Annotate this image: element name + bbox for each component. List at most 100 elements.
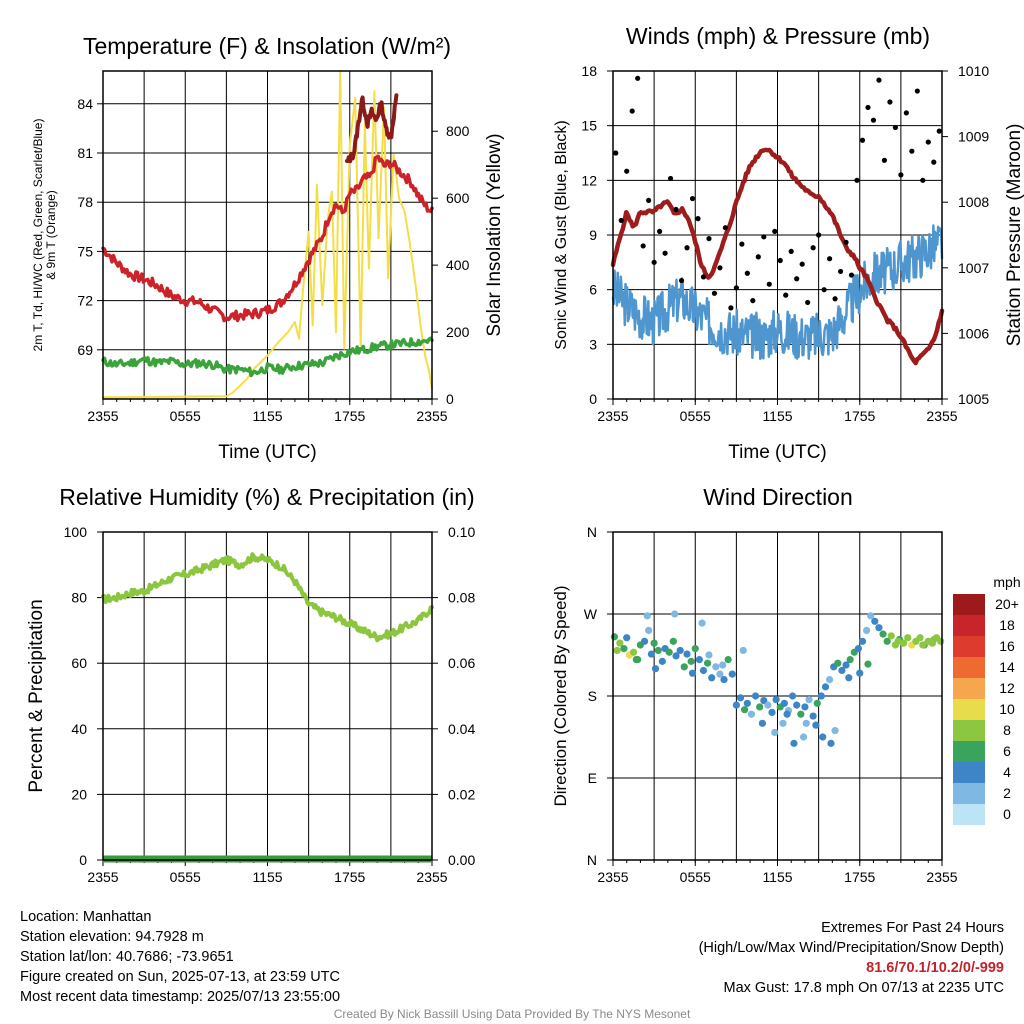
gust-point (651, 259, 657, 265)
direction-point (831, 727, 839, 735)
winds-ytick-label: 0 (589, 391, 597, 407)
direction-point (864, 660, 872, 668)
gust-point (821, 287, 827, 293)
gust-point (788, 248, 794, 254)
rh-ytick-label: 0 (79, 852, 87, 868)
winds-y2tick-label: 1009 (958, 129, 989, 145)
gust-point (662, 250, 668, 256)
legend-label: 6 (1003, 743, 1011, 759)
temp-ylabel2: Solar Insolation (Yellow) (484, 133, 505, 336)
winds-y2tick-label: 1010 (958, 63, 989, 79)
gust-point (657, 228, 663, 234)
direction-point (672, 652, 680, 660)
wdir-xtick-label: 1155 (762, 869, 792, 885)
direction-point (768, 708, 776, 717)
direction-point (724, 655, 732, 664)
temp-chart: 2355 0555 1155 1755 2355 69 72 75 78 81 84 0 200 400 6… (31, 70, 505, 463)
wdir-xtick-label: 2355 (597, 869, 628, 885)
direction-point (812, 721, 820, 729)
winds-xtick-label: 1755 (844, 408, 875, 424)
direction-point (799, 733, 808, 741)
gust-point (689, 195, 696, 202)
gust-point (629, 108, 635, 114)
direction-point (732, 701, 740, 709)
gust-point (772, 228, 778, 234)
gust-point (925, 139, 931, 145)
wdir-xtick-label: 2355 (926, 869, 957, 885)
gust-point (700, 274, 707, 280)
gust-point (635, 75, 641, 81)
wdir-ytick-label: W (584, 606, 598, 622)
direction-point (741, 706, 749, 714)
winds-xlabel: Time (UTC) (728, 442, 827, 463)
direction-point (827, 739, 835, 747)
speed-legend: mph 20+ 18 16 14 12 10 8 6 4 2 0 (953, 574, 1021, 825)
winds-xtick-label: 1155 (762, 408, 792, 424)
gust-point (739, 241, 745, 247)
direction-point (712, 663, 720, 671)
gust-point (887, 99, 893, 105)
direction-point (780, 699, 788, 707)
rh-y2tick-label: 0.04 (448, 721, 475, 737)
winds-ytick-label: 6 (589, 282, 597, 298)
gust-point (870, 117, 877, 123)
gust-point (909, 148, 915, 154)
gust-point (826, 256, 833, 262)
direction-point (930, 635, 938, 644)
gust-point (640, 243, 646, 249)
rh-ytick-label: 100 (64, 524, 88, 540)
gust-point (903, 110, 909, 116)
gust-point (646, 197, 652, 203)
elevation-text: Station elevation: 94.7928 m (20, 929, 204, 945)
gust-point (854, 177, 860, 183)
rh-y2tick-label: 0.02 (448, 786, 475, 802)
gust-point (728, 305, 734, 311)
direction-point (751, 692, 760, 700)
wdir-panel-title: Wind Direction (703, 484, 853, 510)
direction-point (691, 645, 699, 653)
winds-xtick-label: 2355 (926, 408, 957, 424)
extremes-title: Extremes For Past 24 Hours (821, 920, 1004, 936)
direction-point (665, 648, 673, 656)
winds-xtick-label: 0555 (680, 408, 711, 424)
legend-label: 14 (999, 659, 1015, 675)
gust-point (783, 292, 789, 298)
gust-point (931, 159, 937, 165)
direction-point (883, 637, 891, 645)
temp-xtick-label: 1155 (252, 408, 282, 424)
winds-y2tick-label: 1007 (958, 260, 989, 276)
gust-point (898, 172, 904, 178)
wdir-ytick-label: E (588, 770, 597, 786)
legend-swatch (953, 678, 985, 699)
winds-frame (612, 70, 943, 400)
direction-point (658, 657, 666, 665)
gust-point (892, 124, 898, 131)
rh-y2tick-label: 0.08 (448, 590, 475, 606)
rh-xtick-label: 1155 (252, 869, 282, 885)
direction-point (887, 632, 895, 640)
direction-point (683, 650, 691, 658)
gust-point (695, 216, 701, 222)
gust-point (706, 236, 712, 242)
rh-ytick-label: 80 (71, 590, 87, 606)
winds-ytick-label: 9 (589, 227, 597, 243)
direction-point (680, 663, 688, 671)
direction-point (863, 626, 871, 635)
rh-y2tick-label: 0.00 (448, 852, 475, 868)
direction-point (647, 650, 655, 658)
gust-point (733, 285, 739, 291)
rh-ylabel: Percent & Precipitation (26, 599, 47, 792)
direction-point (867, 612, 875, 620)
gust-point (920, 177, 926, 183)
direction-point (756, 703, 764, 711)
direction-point (643, 612, 651, 620)
wdir-ytick-label: N (587, 852, 597, 868)
rh-xtick-label: 2355 (416, 869, 447, 885)
direction-point (613, 646, 621, 655)
winds-ytick-label: 12 (581, 172, 597, 188)
rh-xtick-label: 1755 (334, 869, 365, 885)
direction-point (719, 661, 727, 669)
temp-ylabel-line2: & 9m T (Orange) (44, 190, 58, 280)
direction-point (650, 639, 658, 647)
